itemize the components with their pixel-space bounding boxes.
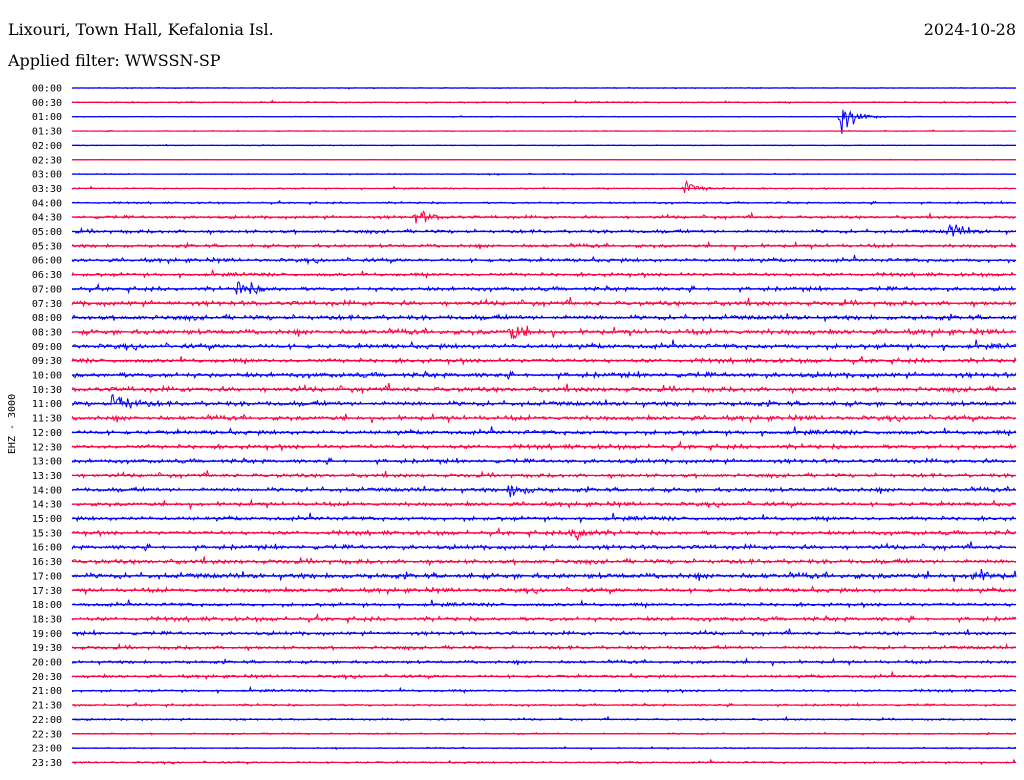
tick-label: 13:30 bbox=[32, 471, 62, 482]
tick-label: 08:30 bbox=[32, 327, 62, 338]
tick-label: 20:30 bbox=[32, 672, 62, 683]
tick-label: 18:30 bbox=[32, 614, 62, 625]
trace-line bbox=[71, 269, 1017, 280]
tick-label: 00:00 bbox=[32, 84, 62, 95]
trace-line bbox=[71, 296, 1017, 309]
tick-label: 11:30 bbox=[32, 414, 62, 425]
tick-label: 17:00 bbox=[32, 571, 62, 582]
tick-label: 09:30 bbox=[32, 356, 62, 367]
tick-label: 15:00 bbox=[32, 514, 62, 525]
tick-label: 00:30 bbox=[32, 98, 62, 109]
trace-line bbox=[71, 179, 1017, 194]
tick-label: 10:00 bbox=[32, 371, 62, 382]
tick-label: 21:00 bbox=[32, 686, 62, 697]
tick-label: 06:00 bbox=[32, 256, 62, 267]
trace-line bbox=[71, 670, 1017, 681]
tick-label: 01:30 bbox=[32, 127, 62, 138]
tick-label: 16:30 bbox=[32, 557, 62, 568]
trace-line bbox=[71, 470, 1017, 480]
tick-label: 04:00 bbox=[32, 198, 62, 209]
tick-label: 03:00 bbox=[32, 170, 62, 181]
trace-line bbox=[71, 393, 1017, 409]
tick-label: 03:30 bbox=[32, 184, 62, 195]
tick-label: 04:30 bbox=[32, 213, 62, 224]
filter-label: Applied filter: WWSSN-SP bbox=[8, 51, 221, 70]
tick-label: 12:30 bbox=[32, 442, 62, 453]
trace-line bbox=[71, 254, 1017, 266]
tick-label: 11:00 bbox=[32, 399, 62, 410]
tick-label: 16:00 bbox=[32, 543, 62, 554]
tick-label: 13:00 bbox=[32, 457, 62, 468]
tick-label: 23:30 bbox=[32, 758, 62, 769]
tick-label: 23:00 bbox=[32, 744, 62, 755]
y-axis-label: EHZ - 3000 bbox=[7, 394, 18, 454]
trace-line bbox=[71, 556, 1016, 567]
station-title: Lixouri, Town Hall, Kefalonia Isl. bbox=[8, 20, 274, 39]
tick-label: 17:30 bbox=[32, 586, 62, 597]
trace-line bbox=[71, 485, 1017, 498]
tick-label: 01:00 bbox=[32, 112, 62, 123]
tick-label-group: 00:00 00:30 01:00 01:30 02:00 02:30 03:00 03:30… bbox=[32, 84, 62, 769]
tick-label: 07:00 bbox=[32, 284, 62, 295]
tick-label: 10:30 bbox=[32, 385, 62, 396]
trace-line bbox=[71, 599, 1016, 610]
tick-label: 22:00 bbox=[32, 715, 62, 726]
trace-line bbox=[71, 280, 1017, 295]
tick-label: 05:00 bbox=[32, 227, 62, 238]
tick-label: 05:30 bbox=[32, 241, 62, 252]
tick-label: 09:00 bbox=[32, 342, 62, 353]
tick-label: 14:30 bbox=[32, 500, 62, 511]
tick-label: 08:00 bbox=[32, 313, 62, 324]
trace-line bbox=[71, 109, 1017, 134]
tick-label: 19:00 bbox=[32, 629, 62, 640]
trace-line bbox=[71, 628, 1017, 638]
tick-label: 18:00 bbox=[32, 600, 62, 611]
trace-line bbox=[71, 541, 1017, 553]
tick-label: 21:30 bbox=[32, 701, 62, 712]
tick-label: 20:00 bbox=[32, 658, 62, 669]
trace-line bbox=[71, 512, 1017, 525]
tick-label: 02:00 bbox=[32, 141, 62, 152]
trace-group bbox=[71, 86, 1017, 766]
record-date: 2024-10-28 bbox=[923, 20, 1016, 39]
tick-label: 02:30 bbox=[32, 155, 62, 166]
trace-line bbox=[71, 339, 1017, 352]
tick-label: 14:00 bbox=[32, 485, 62, 496]
tick-label: 19:30 bbox=[32, 643, 62, 654]
tick-label: 06:30 bbox=[32, 270, 62, 281]
trace-line bbox=[71, 382, 1017, 395]
trace-line bbox=[71, 526, 1016, 541]
tick-label: 12:00 bbox=[32, 428, 62, 439]
tick-label: 22:30 bbox=[32, 729, 62, 740]
tick-label: 07:30 bbox=[32, 299, 62, 310]
trace-line bbox=[71, 223, 1017, 237]
trace-line bbox=[71, 426, 1017, 438]
tick-label: 15:30 bbox=[32, 528, 62, 539]
